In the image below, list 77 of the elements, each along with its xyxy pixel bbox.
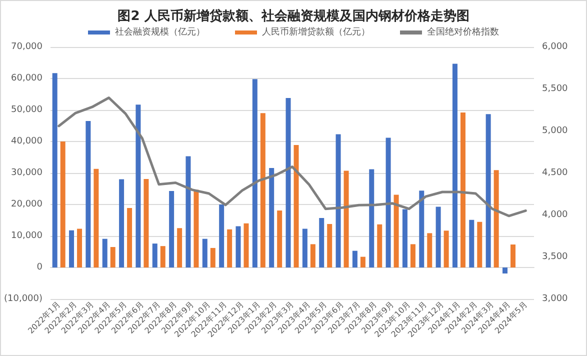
bar bbox=[86, 121, 91, 268]
bar bbox=[127, 208, 132, 268]
legend-label: 人民币新增贷款额（亿元） bbox=[262, 26, 370, 38]
bar bbox=[186, 156, 191, 268]
bar bbox=[110, 247, 116, 268]
legend-label: 全国绝对价格指数 bbox=[427, 26, 499, 38]
bar bbox=[444, 230, 449, 268]
bar bbox=[427, 233, 432, 268]
y2-tick-label: 4,500 bbox=[542, 168, 568, 178]
bar bbox=[210, 248, 216, 268]
bar bbox=[336, 134, 341, 268]
bar bbox=[310, 244, 316, 268]
y-tick-label: 0 bbox=[36, 262, 43, 272]
y-tick-label: 40,000 bbox=[11, 136, 43, 146]
bar bbox=[277, 210, 282, 268]
bar bbox=[60, 142, 66, 268]
bar bbox=[369, 169, 374, 268]
bar bbox=[294, 144, 299, 268]
y-tick-label: 10,000 bbox=[11, 231, 43, 241]
bar bbox=[69, 230, 74, 268]
bar bbox=[419, 190, 424, 268]
bar bbox=[344, 170, 349, 268]
y-tick-label: 50,000 bbox=[11, 105, 43, 115]
bar bbox=[410, 244, 416, 268]
y2-tick-label: 5,500 bbox=[542, 84, 568, 94]
bar bbox=[236, 226, 241, 268]
y2-tick-label: 5,000 bbox=[542, 126, 568, 136]
bar bbox=[119, 179, 124, 268]
bar bbox=[244, 223, 249, 268]
y-tick-label: 20,000 bbox=[11, 200, 43, 210]
bar bbox=[386, 138, 391, 268]
bar bbox=[286, 98, 291, 268]
bar bbox=[327, 224, 332, 268]
bar bbox=[136, 104, 141, 268]
bar bbox=[377, 224, 382, 268]
bar bbox=[477, 222, 482, 268]
bar bbox=[194, 190, 199, 268]
bar bbox=[160, 246, 166, 268]
bar bbox=[269, 168, 274, 268]
bar bbox=[252, 79, 258, 268]
y-tick-label: 70,000 bbox=[11, 42, 43, 52]
bar bbox=[102, 238, 108, 268]
bar bbox=[402, 209, 408, 268]
bar bbox=[219, 204, 224, 268]
y-tick-label: 60,000 bbox=[11, 74, 43, 84]
bar bbox=[144, 178, 149, 268]
bar bbox=[360, 256, 366, 268]
line-series bbox=[58, 96, 527, 218]
y2-tick-label: 6,000 bbox=[542, 42, 568, 52]
y2-tick-label: 3,500 bbox=[542, 252, 568, 262]
legend-label: 社会融资规模（亿元） bbox=[115, 26, 205, 38]
bar bbox=[319, 218, 324, 268]
bar bbox=[486, 114, 491, 268]
y-tick-label: (10,000) bbox=[4, 294, 43, 304]
y2-tick-label: 4,000 bbox=[542, 210, 568, 220]
bar bbox=[169, 190, 174, 268]
bar bbox=[202, 238, 208, 268]
bar bbox=[394, 194, 399, 268]
bar bbox=[302, 228, 308, 268]
bar bbox=[452, 64, 458, 268]
bar bbox=[152, 244, 158, 268]
bar bbox=[52, 73, 58, 268]
bar bbox=[94, 168, 99, 268]
bar bbox=[227, 229, 232, 268]
y-tick-label: 30,000 bbox=[11, 168, 43, 178]
bar bbox=[352, 250, 358, 268]
y2-tick-label: 3,000 bbox=[542, 294, 568, 304]
bar bbox=[436, 206, 441, 268]
bar bbox=[469, 220, 474, 268]
bar bbox=[177, 228, 182, 268]
bar bbox=[502, 268, 508, 274]
bar bbox=[260, 113, 266, 268]
chart-title: 图2 人民币新增贷款额、社会融资规模及国内钢材价格走势图 bbox=[118, 8, 470, 24]
bar bbox=[494, 170, 499, 268]
bar bbox=[460, 112, 466, 268]
bar bbox=[510, 244, 516, 268]
bar bbox=[77, 228, 82, 268]
